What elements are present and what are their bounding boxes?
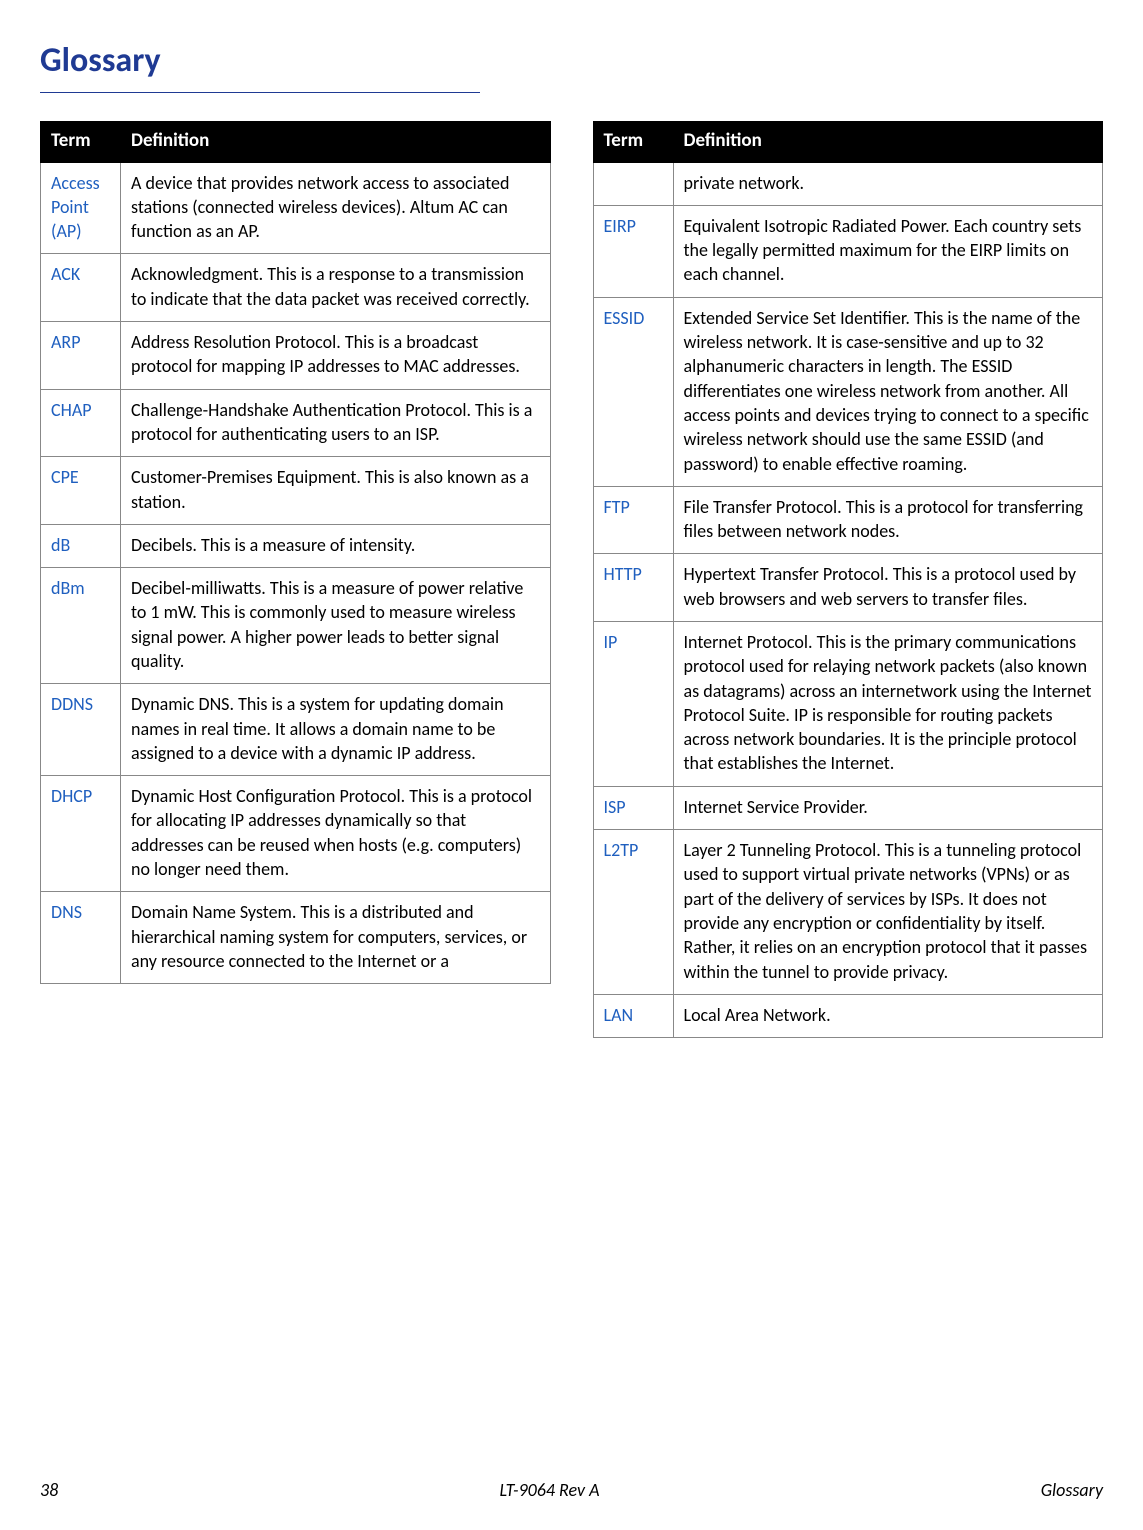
table-row: ISPInternet Service Provider. xyxy=(593,786,1103,829)
definition-cell: Customer-Premises Equipment. This is als… xyxy=(121,457,551,525)
glossary-table-left: Term Definition Access Point (AP)A devic… xyxy=(40,121,551,984)
table-row: DHCPDynamic Host Configuration Protocol.… xyxy=(41,776,551,892)
table-row: dBmDecibel-milliwatts. This is a measure… xyxy=(41,568,551,684)
term-cell: ACK xyxy=(41,254,121,322)
right-column: Term Definition private network.EIRPEqui… xyxy=(593,121,1104,1038)
table-row: CPECustomer-Premises Equipment. This is … xyxy=(41,457,551,525)
definition-cell: Hypertext Transfer Protocol. This is a p… xyxy=(673,554,1103,622)
term-cell: ESSID xyxy=(593,297,673,486)
definition-cell: Extended Service Set Identifier. This is… xyxy=(673,297,1103,486)
table-header-row: Term Definition xyxy=(41,121,551,162)
table-row: ACKAcknowledgment. This is a response to… xyxy=(41,254,551,322)
definition-cell: Dynamic DNS. This is a system for updati… xyxy=(121,684,551,776)
table-row: DDNSDynamic DNS. This is a system for up… xyxy=(41,684,551,776)
term-cell: EIRP xyxy=(593,205,673,297)
definition-cell: Decibel-milliwatts. This is a measure of… xyxy=(121,568,551,684)
table-row: L2TPLayer 2 Tunneling Protocol. This is … xyxy=(593,830,1103,995)
term-cell: FTP xyxy=(593,486,673,554)
left-column: Term Definition Access Point (AP)A devic… xyxy=(40,121,551,984)
table-row: HTTPHypertext Transfer Protocol. This is… xyxy=(593,554,1103,622)
definition-cell: Domain Name System. This is a distribute… xyxy=(121,892,551,984)
term-cell: DHCP xyxy=(41,776,121,892)
table-header-row: Term Definition xyxy=(593,121,1103,162)
definition-cell: Internet Service Provider. xyxy=(673,786,1103,829)
definition-cell: Challenge-Handshake Authentication Proto… xyxy=(121,389,551,457)
header-definition: Definition xyxy=(673,121,1103,162)
term-cell: CPE xyxy=(41,457,121,525)
term-cell: L2TP xyxy=(593,830,673,995)
table-row: EIRPEquivalent Isotropic Radiated Power.… xyxy=(593,205,1103,297)
term-cell: ARP xyxy=(41,322,121,390)
term-cell: ISP xyxy=(593,786,673,829)
footer-page-number: 38 xyxy=(40,1478,58,1502)
table-row: CHAPChallenge-Handshake Authentication P… xyxy=(41,389,551,457)
header-term: Term xyxy=(593,121,673,162)
definition-cell: Local Area Network. xyxy=(673,994,1103,1037)
term-cell: dBm xyxy=(41,568,121,684)
definition-cell: Layer 2 Tunneling Protocol. This is a tu… xyxy=(673,830,1103,995)
definition-cell: File Transfer Protocol. This is a protoc… xyxy=(673,486,1103,554)
definition-cell: private network. xyxy=(673,162,1103,205)
page-footer: 38 LT-9064 Rev A Glossary xyxy=(40,1478,1103,1502)
term-cell: DDNS xyxy=(41,684,121,776)
definition-cell: Acknowledgment. This is a response to a … xyxy=(121,254,551,322)
term-cell xyxy=(593,162,673,205)
table-row: ARPAddress Resolution Protocol. This is … xyxy=(41,322,551,390)
term-cell: DNS xyxy=(41,892,121,984)
definition-cell: Decibels. This is a measure of intensity… xyxy=(121,524,551,567)
glossary-table-right: Term Definition private network.EIRPEqui… xyxy=(593,121,1104,1038)
footer-doc-id: LT-9064 Rev A xyxy=(58,1478,1040,1502)
footer-section: Glossary xyxy=(1041,1478,1103,1502)
table-row: LANLocal Area Network. xyxy=(593,994,1103,1037)
table-row: IPInternet Protocol. This is the primary… xyxy=(593,621,1103,786)
term-cell: IP xyxy=(593,621,673,786)
table-row: ESSIDExtended Service Set Identifier. Th… xyxy=(593,297,1103,486)
table-row: FTPFile Transfer Protocol. This is a pro… xyxy=(593,486,1103,554)
table-row: Access Point (AP)A device that provides … xyxy=(41,162,551,254)
term-cell: Access Point (AP) xyxy=(41,162,121,254)
term-cell: dB xyxy=(41,524,121,567)
definition-cell: A device that provides network access to… xyxy=(121,162,551,254)
table-row: private network. xyxy=(593,162,1103,205)
header-term: Term xyxy=(41,121,121,162)
definition-cell: Dynamic Host Configuration Protocol. Thi… xyxy=(121,776,551,892)
header-definition: Definition xyxy=(121,121,551,162)
term-cell: HTTP xyxy=(593,554,673,622)
definition-cell: Internet Protocol. This is the primary c… xyxy=(673,621,1103,786)
definition-cell: Address Resolution Protocol. This is a b… xyxy=(121,322,551,390)
definition-cell: Equivalent Isotropic Radiated Power. Eac… xyxy=(673,205,1103,297)
term-cell: LAN xyxy=(593,994,673,1037)
term-cell: CHAP xyxy=(41,389,121,457)
page-title: Glossary xyxy=(40,0,480,93)
table-row: DNSDomain Name System. This is a distrib… xyxy=(41,892,551,984)
content-columns: Term Definition Access Point (AP)A devic… xyxy=(40,121,1103,1038)
table-row: dBDecibels. This is a measure of intensi… xyxy=(41,524,551,567)
